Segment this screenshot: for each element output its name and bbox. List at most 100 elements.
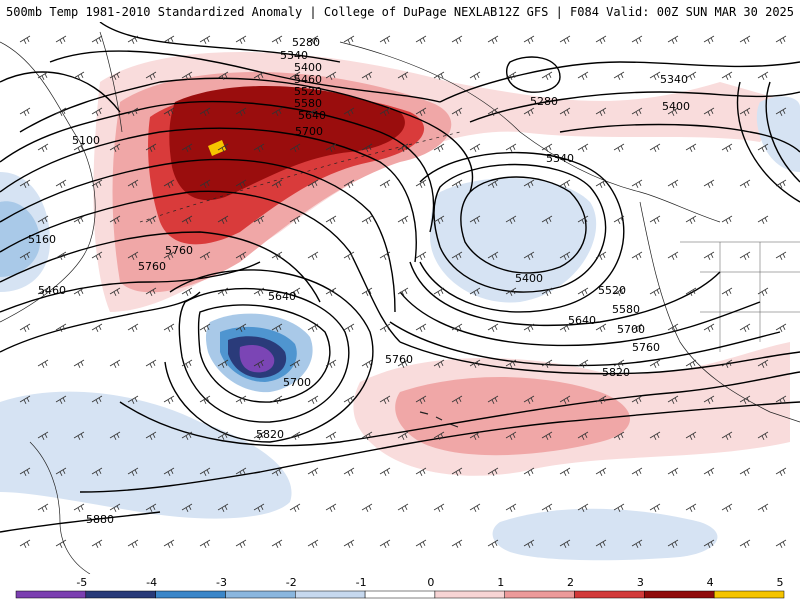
wind-barb [776, 252, 786, 260]
wind-barb [128, 540, 138, 548]
wind-barb [704, 252, 714, 260]
contour-label: 5160 [28, 233, 56, 246]
us-state-borders [680, 242, 800, 352]
contour-label: 5640 [568, 314, 596, 327]
legend-tick-label: -2 [286, 576, 297, 589]
wind-barb [38, 144, 48, 152]
wind-barb [56, 36, 66, 44]
wind-barb [326, 216, 336, 224]
wind-barb [398, 216, 408, 224]
wind-barb [740, 252, 750, 260]
wind-barb [650, 504, 660, 512]
wind-barb [740, 324, 750, 332]
contour-label: 5340 [546, 152, 574, 165]
wind-barb [38, 72, 48, 80]
legend-tick-label: -4 [146, 576, 157, 589]
legend-swatch [365, 591, 435, 598]
wind-barb [218, 288, 228, 296]
wind-barb [614, 144, 624, 152]
wind-barb [470, 504, 480, 512]
wind-barb [308, 324, 318, 332]
wind-barb [776, 468, 786, 476]
wind-barb [128, 324, 138, 332]
legend-swatch [86, 591, 156, 598]
wind-barb [110, 360, 120, 368]
wind-barb [596, 36, 606, 44]
height-contour [390, 322, 780, 366]
wind-barb [344, 468, 354, 476]
wind-barb [722, 72, 732, 80]
wind-barb [236, 540, 246, 548]
anomaly-area-neg1 [493, 509, 718, 560]
wind-barb [686, 360, 696, 368]
contour-label: 5520 [598, 284, 626, 297]
wind-barb [668, 252, 678, 260]
legend-swatch [156, 591, 226, 598]
wind-barb [686, 216, 696, 224]
wind-barb [668, 180, 678, 188]
wind-barb [578, 288, 588, 296]
wind-barb [380, 180, 390, 188]
wind-barb [146, 360, 156, 368]
wind-barb [722, 504, 732, 512]
wind-barb [344, 396, 354, 404]
wind-barb [632, 180, 642, 188]
wind-barb [578, 144, 588, 152]
wind-barb [722, 288, 732, 296]
wind-barb [578, 72, 588, 80]
wind-barb [416, 252, 426, 260]
legend-tick-label: -3 [216, 576, 227, 589]
contour-label: 5400 [515, 272, 543, 285]
legend-tick-label: 4 [707, 576, 714, 589]
wind-barb [488, 324, 498, 332]
map-title: 500mb Temp 1981-2010 Standardized Anomal… [6, 5, 497, 19]
legend-swatch [505, 591, 575, 598]
wind-barb [452, 540, 462, 548]
wind-barb [722, 216, 732, 224]
wind-barb [308, 396, 318, 404]
legend-swatch [644, 591, 714, 598]
wind-barb [596, 468, 606, 476]
valid-time: 12Z GFS | F084 Valid: 00Z SUN MAR 30 202… [498, 5, 794, 19]
contour-label: 5640 [268, 290, 296, 303]
wind-barb [38, 504, 48, 512]
wind-barb [344, 324, 354, 332]
wind-barb [776, 324, 786, 332]
contour-label: 5760 [165, 244, 193, 257]
wind-barb [272, 540, 282, 548]
wind-barb [380, 540, 390, 548]
contour-label: 5760 [632, 341, 660, 354]
wind-barb [308, 540, 318, 548]
wind-barb [650, 144, 660, 152]
legend-tick-label: 5 [777, 576, 784, 589]
contour-label: 5340 [660, 73, 688, 86]
contour-label: 5280 [530, 95, 558, 108]
wind-barb [758, 72, 768, 80]
wind-barb [524, 36, 534, 44]
wind-barb [650, 216, 660, 224]
wind-barb [488, 36, 498, 44]
wind-barb [596, 180, 606, 188]
wind-barb [740, 180, 750, 188]
wind-barb [272, 36, 282, 44]
wind-barb [38, 360, 48, 368]
legend-swatch [16, 591, 86, 598]
height-contour [507, 57, 560, 92]
contour-label: 5820 [256, 428, 284, 441]
wind-barb [434, 288, 444, 296]
contour-label: 5100 [72, 134, 100, 147]
wind-barb [398, 504, 408, 512]
anomaly-area-neg1 [0, 392, 292, 519]
wind-barb [650, 360, 660, 368]
contour-label: 5760 [138, 260, 166, 273]
wind-barb [128, 36, 138, 44]
wind-barb [326, 432, 336, 440]
wind-barb [290, 504, 300, 512]
legend-tick-label: 1 [497, 576, 504, 589]
wind-barb [362, 504, 372, 512]
wind-barb [20, 324, 30, 332]
wind-barb [704, 324, 714, 332]
